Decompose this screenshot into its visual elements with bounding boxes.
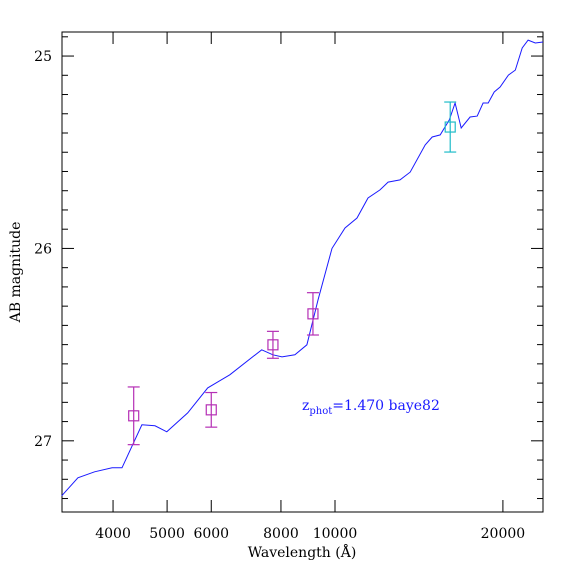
photometry-point [444, 101, 457, 153]
data-square [267, 339, 279, 351]
photometry-point [306, 292, 319, 336]
photometry-point [266, 330, 279, 359]
x-tick-label: 10000 [313, 526, 358, 542]
annotation-subscript: phot [309, 406, 332, 417]
y-tick-label: 25 [34, 49, 52, 65]
data-square [307, 308, 319, 320]
y-axis-label: AB magnitude [8, 222, 24, 324]
plot-frame [61, 31, 544, 513]
x-tick-label: 8000 [263, 526, 299, 542]
x-axis-label: Wavelength (Å) [248, 543, 357, 561]
x-tick-label: 5000 [149, 526, 185, 542]
data-square [128, 410, 140, 422]
x-tick-label: 4000 [95, 526, 131, 542]
model-spectrum [61, 39, 544, 497]
annotation: zphot=1.470 baye82 [302, 398, 440, 417]
annotation-base: z [302, 398, 309, 414]
x-tick-label: 6000 [193, 526, 229, 542]
x-tick-label: 20000 [481, 526, 526, 542]
data-square [205, 404, 217, 416]
data-square [444, 121, 456, 133]
y-tick-label: 27 [34, 434, 52, 450]
annotation-text: =1.470 baye82 [332, 398, 440, 414]
photometry-point [205, 391, 218, 428]
y-tick-label: 26 [34, 241, 52, 257]
photometry-point [127, 386, 140, 446]
